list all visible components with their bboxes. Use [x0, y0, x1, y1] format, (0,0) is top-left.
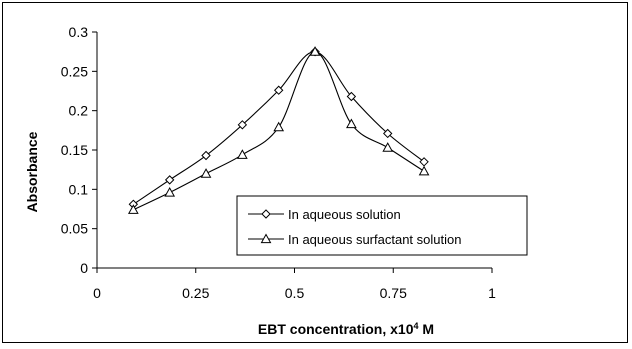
data-point-triangle: [200, 168, 212, 178]
data-point-triangle: [418, 165, 430, 176]
x-axis-label-main: EBT concentration, x10: [258, 321, 414, 337]
y-axis-label: Absorbance: [24, 131, 40, 212]
x-tick-label: 0.5: [285, 285, 305, 301]
data-point-triangle: [382, 142, 394, 152]
x-axis-label-exponent: 4: [414, 321, 419, 331]
y-tick-label: 0.2: [69, 103, 89, 119]
data-point-diamond: [164, 175, 175, 185]
legend-label: In aqueous surfactant solution: [288, 232, 461, 247]
data-point-triangle: [260, 233, 272, 244]
legend: In aqueous solution In aqueous surfactant…: [236, 195, 528, 256]
legend-box: [236, 195, 528, 256]
y-tick-label: 0.3: [69, 24, 89, 40]
y-tick-label: 0.25: [61, 63, 88, 79]
data-point-triangle: [164, 186, 176, 197]
series-layer: [127, 46, 430, 214]
x-tick-label: 0.25: [182, 285, 209, 301]
data-point-diamond: [273, 85, 284, 95]
data-point-triangle: [237, 149, 248, 159]
x-tick-label: 0: [93, 285, 101, 301]
y-tick-label: 0: [80, 260, 88, 276]
x-tick-label: 0.75: [380, 285, 407, 301]
data-point-triangle: [309, 46, 321, 56]
data-point-diamond: [346, 91, 357, 102]
y-tick-label: 0.05: [61, 221, 88, 237]
x-axis-label-unit: M: [419, 321, 435, 337]
x-axis-ticks: 0 0.25 0.5 0.75 1: [93, 268, 496, 301]
y-tick-label: 0.1: [69, 181, 89, 197]
legend-label: In aqueous solution: [288, 207, 401, 222]
data-point-diamond: [261, 209, 271, 219]
y-axis-ticks: 0 0.05 0.1 0.15 0.2 0.25 0.3: [61, 24, 97, 276]
data-point-diamond: [201, 150, 211, 161]
data-point-diamond: [383, 128, 393, 139]
chart-frame: 0 0.05 0.1 0.15 0.2 0.25 0.3 0 0.25 0.5 0.75 1 Abs…: [2, 2, 628, 343]
series-triangle: [127, 46, 430, 214]
data-point-triangle: [346, 118, 357, 129]
x-tick-label: 1: [488, 285, 496, 301]
series-line: [133, 51, 425, 211]
legend-item: In aqueous solution: [248, 207, 401, 222]
data-point-triangle: [273, 121, 285, 132]
y-tick-label: 0.15: [61, 142, 88, 158]
legend-item: In aqueous surfactant solution: [248, 232, 461, 247]
x-axis-label: EBT concentration, x104 M: [258, 321, 434, 337]
chart-svg: 0 0.05 0.1 0.15 0.2 0.25 0.3 0 0.25 0.5 0.75 1 Abs…: [24, 24, 528, 337]
data-point-diamond: [237, 120, 248, 130]
data-point-triangle: [127, 204, 139, 214]
